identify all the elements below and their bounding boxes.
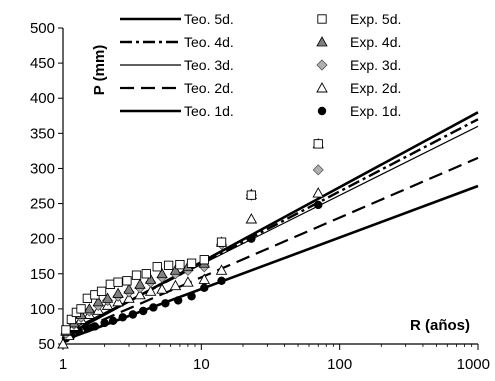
legend-label: Exp. 5d. [350, 11, 401, 27]
data-point [62, 326, 70, 334]
data-point [176, 260, 184, 268]
data-point [246, 214, 256, 223]
y-tick-label: 250 [30, 196, 55, 213]
data-point [153, 263, 161, 271]
x-tick-label: 100 [327, 356, 352, 373]
data-point [142, 270, 150, 278]
y-tick-label: 450 [30, 55, 55, 72]
data-point [187, 259, 195, 267]
x-tick-label: 1000 [457, 356, 490, 373]
legend-label: Teo. 4d. [184, 34, 234, 50]
data-point [135, 279, 145, 288]
data-point [114, 278, 122, 286]
legend-label: Exp. 1d. [350, 103, 401, 119]
legend: Teo. 5d. Teo. 4d. Teo. 3d. Teo. 2d. Teo. 1d.… [120, 11, 401, 119]
data-point [313, 188, 323, 197]
data-point [113, 288, 123, 297]
data-point [199, 274, 209, 283]
legend-label: Teo. 1d. [184, 103, 234, 119]
data-point [124, 284, 134, 293]
data-point [217, 238, 225, 246]
data-point [77, 305, 85, 313]
legend-label: Exp. 2d. [350, 80, 401, 96]
theoretical-line-4d [63, 119, 478, 335]
data-point [187, 292, 195, 300]
y-tick-label: 350 [30, 125, 55, 142]
x-tick-label: 10 [193, 356, 210, 373]
data-point [174, 296, 182, 304]
y-tick-label: 200 [30, 231, 55, 248]
legend-label: Exp. 4d. [350, 34, 401, 50]
y-tick-label: 50 [38, 336, 55, 353]
data-point [129, 310, 137, 318]
data-point [149, 303, 157, 311]
y-tick-label: 500 [30, 20, 55, 37]
data-point [139, 307, 147, 315]
data-point [118, 313, 126, 321]
y-tick-label: 150 [30, 266, 55, 283]
data-point [200, 256, 208, 264]
legend-label: Teo. 3d. [184, 57, 234, 73]
data-point [247, 191, 255, 199]
legend-marker [317, 37, 327, 46]
theoretical-line-2d [63, 158, 478, 337]
y-tick-label: 100 [30, 301, 55, 318]
data-point [97, 287, 105, 295]
data-point [170, 281, 180, 290]
legend-marker [317, 60, 327, 70]
x-axis-label: R (años) [410, 317, 470, 334]
legend-label: Teo. 5d. [184, 11, 234, 27]
data-point [84, 304, 94, 313]
data-point [314, 201, 322, 209]
data-point [83, 324, 91, 332]
x-tick-label: 1 [59, 356, 67, 373]
data-point [100, 319, 108, 327]
data-point [161, 299, 169, 307]
data-point [217, 277, 225, 285]
legend-label: Exp. 3d. [350, 57, 401, 73]
data-point [314, 140, 322, 148]
data-point [91, 322, 99, 330]
legend-marker [318, 15, 326, 23]
y-tick-label: 300 [30, 160, 55, 177]
data-point [106, 280, 114, 288]
legend-marker [317, 83, 327, 92]
theoretical-lines [63, 112, 478, 340]
data-point [123, 277, 131, 285]
y-axis-label: P (mm) [91, 45, 108, 96]
data-point [109, 317, 117, 325]
data-point [247, 234, 255, 242]
data-point [132, 271, 140, 279]
y-tick-label: 400 [30, 90, 55, 107]
data-point [164, 261, 172, 269]
legend-label: Teo. 2d. [184, 80, 234, 96]
legend-marker [318, 107, 326, 115]
data-point [200, 284, 208, 292]
series-exp-4d [61, 139, 323, 335]
data-point [313, 165, 323, 175]
